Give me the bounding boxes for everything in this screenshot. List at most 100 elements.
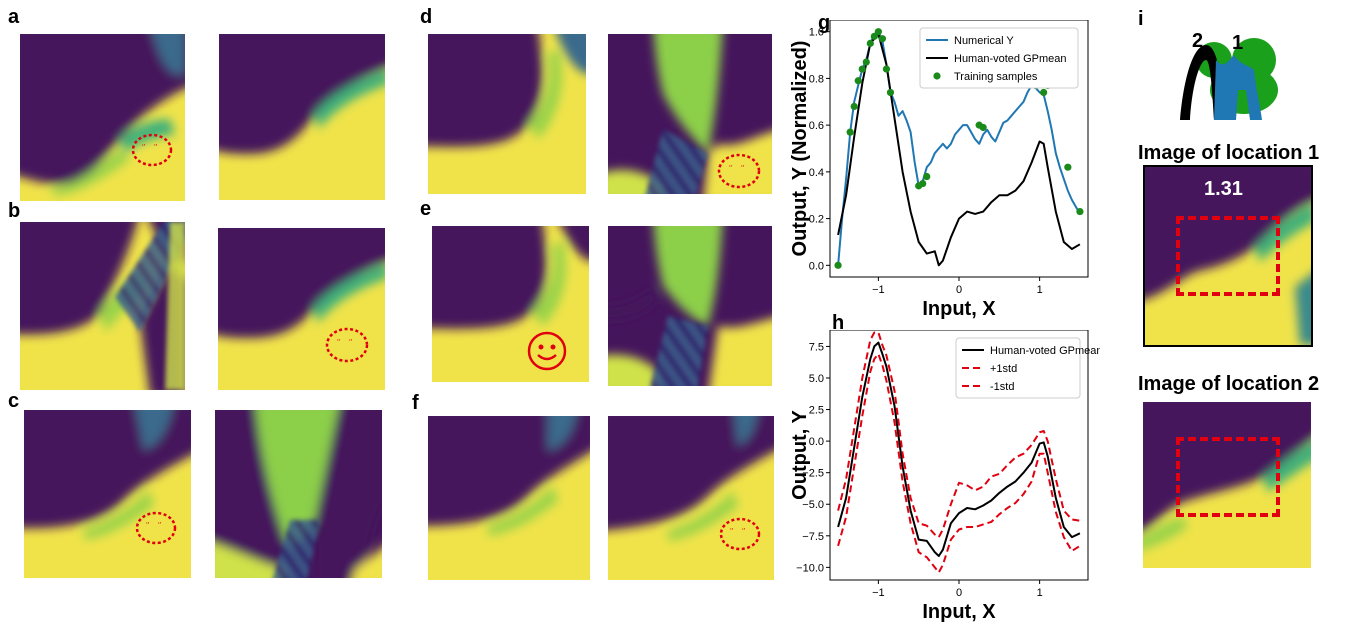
- y-tick-label: 0.4: [809, 167, 824, 179]
- smiley-marker-a: ‘’ ‘’: [131, 133, 173, 167]
- image-f-right: [608, 416, 774, 580]
- image-c-right: [215, 410, 382, 578]
- y-tick-label: −10.0: [796, 562, 824, 574]
- location-2-image: [1143, 402, 1311, 568]
- data-point: [862, 58, 870, 66]
- image-a-right: [219, 34, 385, 200]
- y-tick-label: −2.5: [802, 468, 824, 480]
- data-point: [919, 179, 927, 188]
- y-tick-label: 0.2: [809, 214, 824, 226]
- panel-label-e: e: [420, 198, 432, 220]
- location-1-roi-box: [1176, 216, 1280, 296]
- panel-label-d: d: [420, 6, 433, 28]
- y-tick-label: 0.8: [809, 73, 824, 85]
- smiley-face-icon: [527, 331, 567, 371]
- chart-h: −1 0 1 7.5 5.0 2.5 0.0 −2.5 −5.0 −7.5 −10.0 Input, …: [789, 330, 1100, 623]
- y-tick-label: 0.0: [809, 436, 824, 448]
- legend-box: [955, 337, 1081, 399]
- legend-label: -1std: [990, 381, 1014, 393]
- image-d-left: [428, 34, 586, 194]
- svg-text:‘’: ‘’: [730, 527, 734, 536]
- legend-label: Numerical Y: [954, 35, 1014, 47]
- x-axis-label: Input, X: [922, 601, 996, 623]
- location-2-title: Image of location 2: [1138, 373, 1320, 395]
- data-point: [846, 128, 854, 136]
- data-point: [882, 65, 891, 73]
- chart-g: −1 0 1 0.0 0.2 0.4 0.6 0.8 1.0 Input, X Output, Y …: [789, 20, 1089, 320]
- image-e-right: [608, 226, 772, 386]
- location-sketch: [1174, 30, 1284, 120]
- x-tick-label: 0: [956, 284, 962, 296]
- y-tick-label: 0.0: [809, 260, 824, 272]
- image-e-left: [432, 226, 589, 382]
- svg-text:‘’: ‘’: [349, 338, 353, 347]
- smiley-marker-f: ‘’ ‘’: [719, 517, 761, 551]
- y-tick-label: −7.5: [802, 531, 824, 543]
- location-label-1: 1: [1232, 32, 1244, 54]
- legend-label: +1std: [990, 363, 1017, 375]
- panel-label-c: c: [8, 390, 20, 412]
- panel-label-h: h: [832, 312, 845, 334]
- image-a-left: [20, 34, 185, 201]
- y-axis-label: Output, Y: [789, 410, 811, 500]
- panel-label-i: i: [1138, 8, 1144, 30]
- data-point: [886, 88, 895, 97]
- location-1-value: 1.31: [1204, 178, 1243, 200]
- image-d-right: [608, 34, 772, 194]
- x-axis-label: Input, X: [922, 298, 996, 320]
- location-1-image: [1143, 165, 1313, 347]
- y-tick-label: 7.5: [809, 341, 824, 353]
- data-point: [1040, 88, 1048, 97]
- legend-label: Training samples: [954, 71, 1038, 83]
- y-tick-label: 0.6: [809, 120, 824, 132]
- svg-text:‘’: ‘’: [729, 164, 733, 173]
- svg-text:‘’: ‘’: [146, 521, 150, 530]
- data-point: [923, 172, 931, 181]
- data-point: [1064, 163, 1072, 171]
- legend-box: [919, 27, 1079, 89]
- panel-label-g: g: [818, 12, 831, 34]
- x-tick-label: 1: [1037, 587, 1043, 599]
- series-line--1std: [837, 331, 1081, 539]
- data-point: [834, 261, 842, 269]
- smiley-marker-c: ‘’ ‘’: [135, 511, 177, 545]
- x-tick-label: −1: [872, 587, 885, 599]
- data-point: [1076, 207, 1084, 216]
- svg-text:‘’: ‘’: [337, 338, 341, 347]
- svg-text:‘’: ‘’: [142, 143, 146, 152]
- y-tick-label: 1.0: [809, 27, 824, 39]
- y-tick-label: −5.0: [802, 499, 824, 511]
- svg-text:‘’: ‘’: [741, 164, 745, 173]
- x-tick-label: 1: [1037, 284, 1043, 296]
- panel-label-a: a: [8, 6, 20, 28]
- data-point: [866, 39, 874, 47]
- data-point: [854, 77, 862, 85]
- x-tick-label: −1: [872, 284, 885, 296]
- data-point: [979, 123, 987, 132]
- x-tick-label: 0: [956, 587, 962, 599]
- series-line-human-voted-gpmean: [837, 341, 1081, 557]
- panel-label-f: f: [412, 392, 419, 414]
- data-point: [858, 65, 866, 73]
- legend-label: Human-voted GPmean: [954, 53, 1067, 65]
- y-tick-label: 5.0: [809, 373, 824, 385]
- svg-text:‘’: ‘’: [154, 143, 158, 152]
- data-point: [878, 35, 887, 43]
- image-b-right: [218, 228, 385, 390]
- image-f-left: [428, 416, 590, 580]
- image-c-left: [24, 410, 191, 578]
- location-2-roi-box: [1176, 437, 1280, 517]
- smiley-marker-d: ‘’ ‘’: [717, 153, 761, 189]
- panel-label-b: b: [8, 200, 21, 222]
- smiley-marker-b: ‘’ ‘’: [325, 327, 369, 363]
- y-axis-label: Output, Y (Normalized): [789, 41, 811, 257]
- y-tick-label: 2.5: [809, 405, 824, 417]
- legend-label: Human-voted GPmean: [990, 345, 1100, 357]
- image-b-left: [20, 222, 185, 390]
- data-point: [850, 102, 858, 111]
- series-line--1std: [837, 353, 1081, 574]
- data-point: [874, 28, 882, 36]
- legend-marker: [933, 72, 941, 80]
- location-1-title: Image of location 1: [1138, 142, 1320, 164]
- location-label-2: 2: [1192, 30, 1204, 52]
